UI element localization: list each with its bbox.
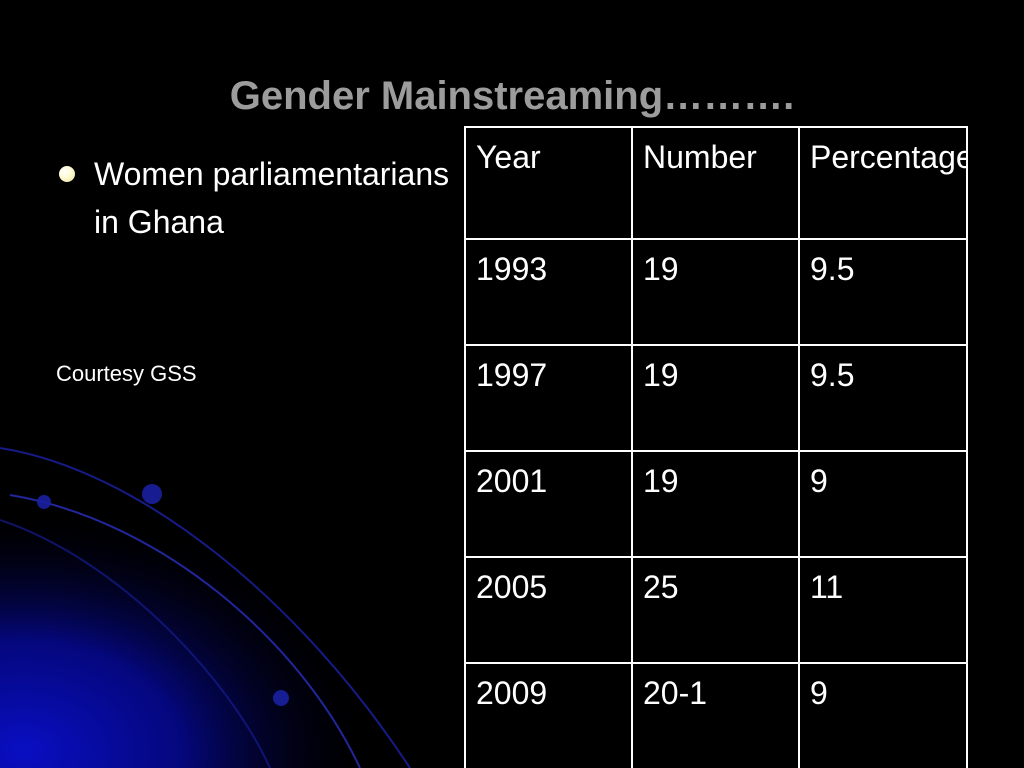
bullet-dot-icon [59, 166, 75, 182]
cell-year: 2005 [464, 556, 633, 664]
table-row: 1993 19 9.5 [464, 238, 968, 346]
cell-number: 19 [631, 238, 800, 346]
table-row: 2009 20-1 9 [464, 662, 968, 768]
cell-percentage: 9 [798, 662, 968, 768]
header-cell-number: Number [631, 126, 800, 240]
bullet-list: Women parliamentarians in Ghana [56, 150, 456, 246]
header-cell-percentage: Percentage [798, 126, 968, 240]
cell-percentage: 9.5 [798, 344, 968, 452]
source-note: Courtesy GSS [56, 361, 197, 386]
table-row: 1997 19 9.5 [464, 344, 968, 452]
cell-year: 1993 [464, 238, 633, 346]
cell-year: 2001 [464, 450, 633, 558]
cell-number: 20-1 [631, 662, 800, 768]
cell-number: 19 [631, 450, 800, 558]
bullet-text: Women parliamentarians in Ghana [94, 156, 450, 240]
slide-title: Gender Mainstreaming………. [229, 74, 795, 118]
header-cell-year: Year [464, 126, 633, 240]
cell-percentage: 9 [798, 450, 968, 558]
cell-number: 25 [631, 556, 800, 664]
cell-year: 2009 [464, 662, 633, 768]
bullet-item: Women parliamentarians in Ghana [56, 150, 456, 246]
cell-percentage: 9.5 [798, 238, 968, 346]
cell-percentage: 11 [798, 556, 968, 664]
table-header-row: Year Number Percentage [464, 126, 968, 240]
cell-year: 1997 [464, 344, 633, 452]
cell-number: 19 [631, 344, 800, 452]
table-row: 2001 19 9 [464, 450, 968, 558]
data-table: Year Number Percentage 1993 19 9.5 1997 … [464, 126, 968, 768]
table-row: 2005 25 11 [464, 556, 968, 664]
